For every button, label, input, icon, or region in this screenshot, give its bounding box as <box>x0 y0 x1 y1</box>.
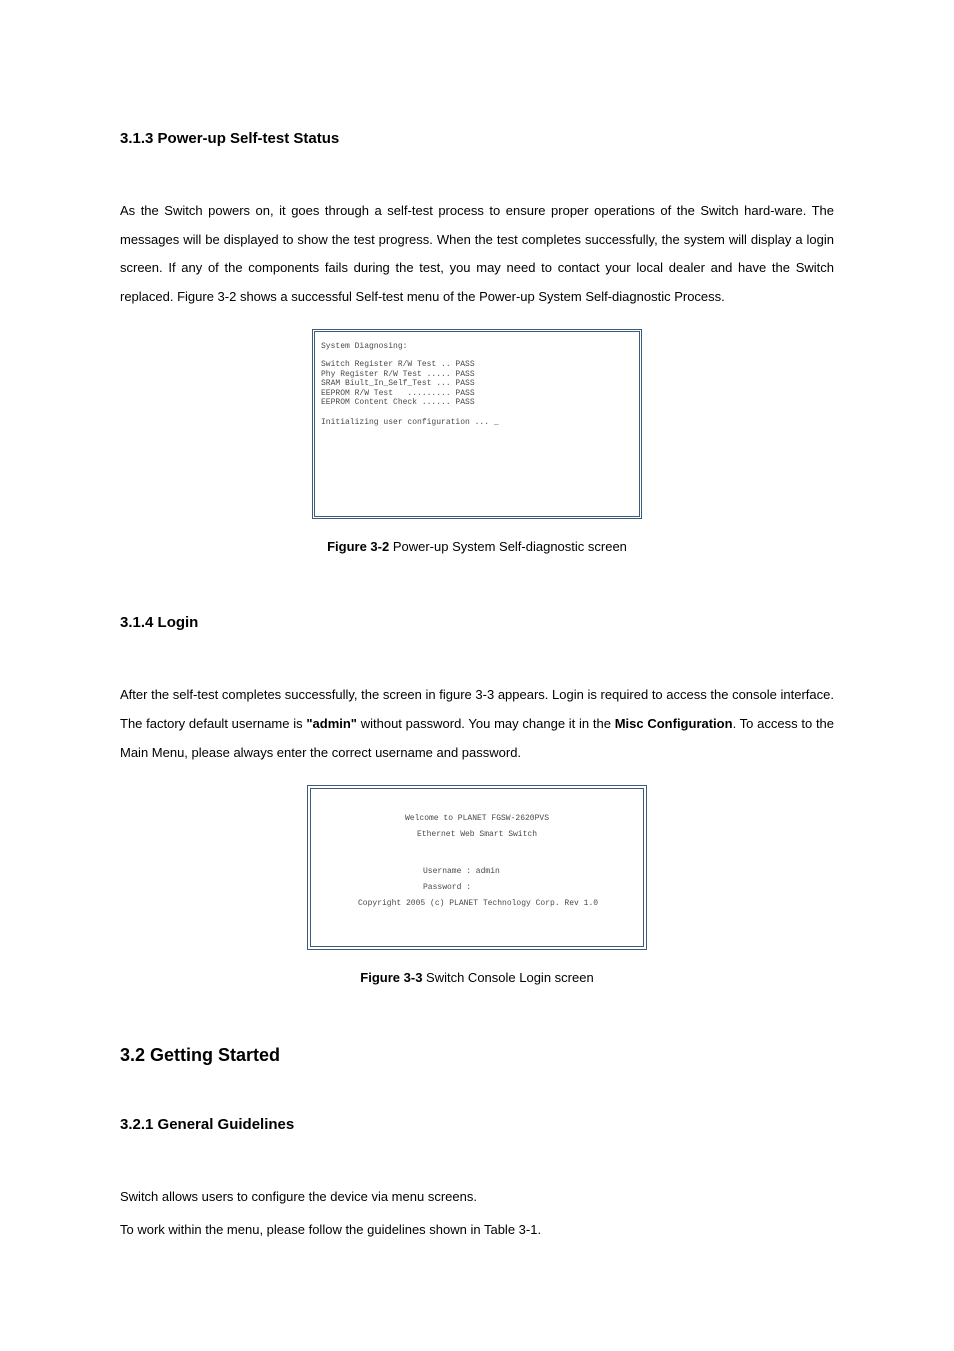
body-314-p2: without password. You may change it in t… <box>357 716 615 731</box>
figure-32-caption: Figure 3-2 Power-up System Self-diagnost… <box>120 539 834 554</box>
t2-subtitle: Ethernet Web Smart Switch <box>323 830 631 840</box>
diag-line-1: Phy Register R/W Test ..... PASS <box>321 370 633 380</box>
diag-title: System Diagnosing: <box>321 342 633 352</box>
t2-username: Username : admin <box>323 867 631 877</box>
heading-32: 3.2 Getting Started <box>120 1045 834 1066</box>
misc-bold: Misc Configuration <box>615 716 733 731</box>
diag-init: Initializing user configuration ... _ <box>321 418 633 428</box>
t2-copyright: Copyright 2005 (c) PLANET Technology Cor… <box>323 899 631 909</box>
figure-33-terminal: Welcome to PLANET FGSW-2620PVS Ethernet … <box>307 785 647 950</box>
figure-32-terminal: System Diagnosing: Switch Register R/W T… <box>312 329 642 519</box>
diag-line-2: SRAM Biult_In_Self_Test ... PASS <box>321 379 633 389</box>
diag-line-4: EEPROM Content Check ...... PASS <box>321 398 633 408</box>
admin-bold: "admin" <box>306 716 357 731</box>
figure-33-caption: Figure 3-3 Switch Console Login screen <box>120 970 834 985</box>
body-321-1: Switch allows users to configure the dev… <box>120 1183 834 1212</box>
body-313: As the Switch powers on, it goes through… <box>120 197 834 311</box>
figure-33-caption-bold: Figure 3-3 <box>360 970 422 985</box>
body-321-2: To work within the menu, please follow t… <box>120 1216 834 1245</box>
t2-welcome: Welcome to PLANET FGSW-2620PVS <box>323 814 631 824</box>
heading-313: 3.1.3 Power-up Self-test Status <box>120 130 834 147</box>
figure-32-caption-bold: Figure 3-2 <box>327 539 389 554</box>
heading-314: 3.1.4 Login <box>120 614 834 631</box>
figure-33-caption-rest: Switch Console Login screen <box>422 970 593 985</box>
figure-32-caption-rest: Power-up System Self-diagnostic screen <box>389 539 627 554</box>
body-314: After the self-test completes successful… <box>120 681 834 767</box>
heading-321: 3.2.1 General Guidelines <box>120 1116 834 1133</box>
diag-line-3: EEPROM R/W Test ......... PASS <box>321 389 633 399</box>
t2-password: Password : <box>323 883 631 893</box>
diag-line-0: Switch Register R/W Test .. PASS <box>321 360 633 370</box>
